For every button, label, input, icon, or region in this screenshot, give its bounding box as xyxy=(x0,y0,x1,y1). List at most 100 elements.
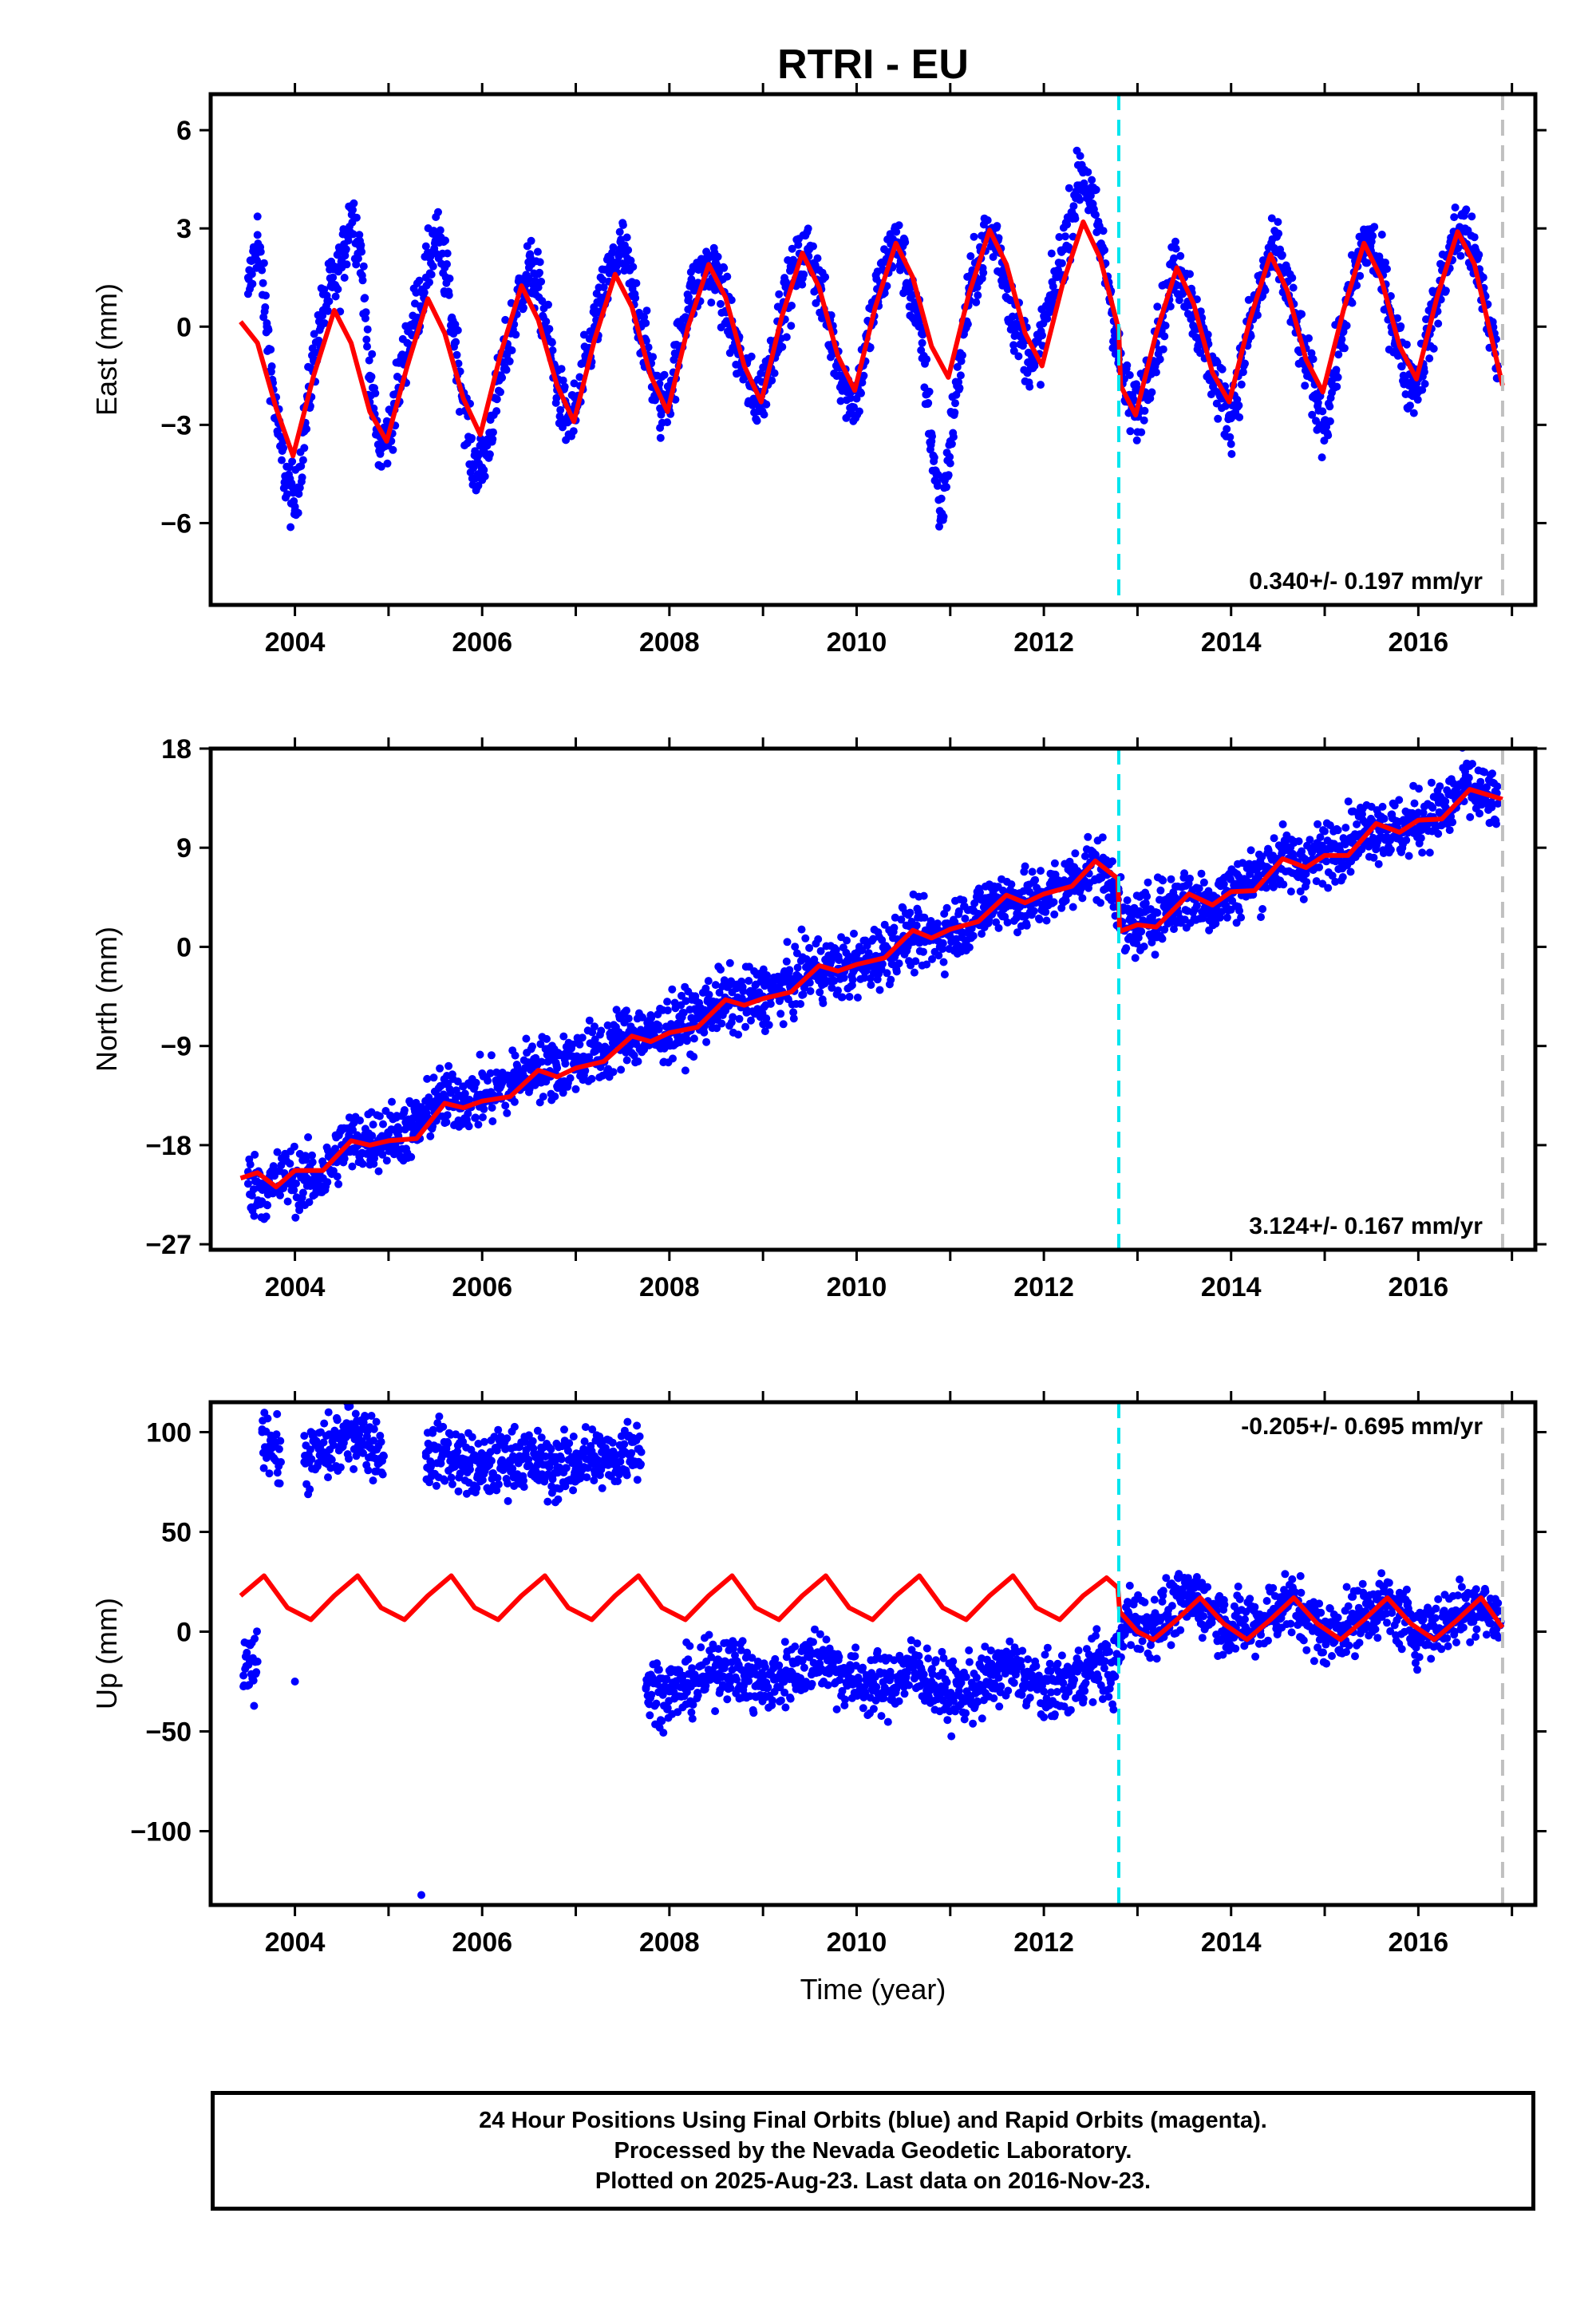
data-point xyxy=(1434,829,1443,838)
data-point xyxy=(560,382,569,391)
data-point xyxy=(770,369,779,377)
data-point xyxy=(1476,809,1483,818)
data-point xyxy=(618,221,627,229)
data-point xyxy=(1393,314,1402,322)
data-point xyxy=(559,423,567,432)
y-tick-label: 6 xyxy=(176,116,192,146)
data-point xyxy=(1487,803,1496,812)
data-point xyxy=(259,259,268,267)
data-point xyxy=(319,1438,328,1447)
data-point xyxy=(1037,867,1045,875)
data-point xyxy=(1274,218,1282,227)
data-point xyxy=(502,366,511,374)
data-point xyxy=(275,1445,283,1453)
data-point xyxy=(1390,801,1399,810)
data-point xyxy=(538,297,547,306)
x-tick-label: 2006 xyxy=(452,627,512,658)
data-point xyxy=(919,891,928,900)
data-point xyxy=(1396,322,1405,330)
data-point xyxy=(855,407,863,416)
data-point xyxy=(298,456,307,464)
data-point xyxy=(624,1014,633,1023)
data-point xyxy=(480,1105,488,1113)
data-point xyxy=(375,1112,384,1120)
data-point xyxy=(689,1053,698,1061)
data-point xyxy=(1270,834,1278,843)
data-point xyxy=(310,330,318,338)
data-point xyxy=(1341,824,1350,832)
data-point xyxy=(1479,273,1487,282)
data-point xyxy=(809,242,817,251)
data-point xyxy=(863,941,871,950)
data-point xyxy=(527,236,535,245)
y-tick-label: 3 xyxy=(176,214,192,244)
data-point xyxy=(443,249,452,258)
data-point xyxy=(371,389,380,397)
data-point xyxy=(922,960,931,969)
data-point xyxy=(324,306,332,315)
data-point xyxy=(1057,259,1066,267)
data-point xyxy=(349,1125,357,1134)
data-point xyxy=(292,1180,300,1188)
data-point xyxy=(1159,876,1167,885)
data-point xyxy=(947,440,956,449)
data-point xyxy=(1132,436,1141,445)
data-point xyxy=(548,346,557,354)
data-point xyxy=(468,433,476,442)
data-point xyxy=(944,471,953,480)
data-point xyxy=(626,256,635,265)
data-point xyxy=(857,389,865,397)
data-point xyxy=(243,1180,252,1188)
data-point xyxy=(1078,894,1087,903)
data-point xyxy=(1218,365,1227,373)
data-point xyxy=(1144,878,1152,887)
data-point xyxy=(358,276,367,285)
data-point xyxy=(1151,951,1159,959)
north-mm-panel-frame xyxy=(208,746,1538,1252)
data-point xyxy=(267,362,276,370)
data-point xyxy=(471,1113,480,1122)
data-point xyxy=(939,512,948,521)
data-point xyxy=(788,302,796,310)
data-point xyxy=(294,508,302,517)
data-point xyxy=(294,489,303,498)
data-point xyxy=(1324,883,1333,892)
data-point xyxy=(704,977,713,986)
data-point xyxy=(1258,852,1266,861)
data-point xyxy=(1153,302,1162,311)
data-point xyxy=(472,1078,480,1087)
data-point xyxy=(649,353,658,362)
data-point xyxy=(340,274,349,282)
data-point xyxy=(429,262,437,271)
data-point xyxy=(508,346,516,354)
data-point xyxy=(331,292,340,301)
data-point xyxy=(489,428,497,437)
data-point xyxy=(1014,352,1023,361)
data-point xyxy=(1325,821,1334,830)
data-point xyxy=(1386,845,1395,854)
data-point xyxy=(1269,883,1278,891)
data-point xyxy=(535,258,544,267)
data-point xyxy=(1253,310,1262,319)
data-point xyxy=(760,410,768,419)
data-point xyxy=(1037,381,1045,389)
data-point xyxy=(276,1191,284,1199)
data-point xyxy=(993,222,1001,231)
data-point xyxy=(782,957,791,966)
data-point xyxy=(634,1057,642,1065)
data-point xyxy=(1369,853,1378,862)
data-point xyxy=(629,263,638,271)
data-point xyxy=(622,1056,631,1065)
data-point xyxy=(934,951,943,960)
data-point xyxy=(1466,812,1475,821)
data-point xyxy=(1235,413,1244,421)
data-point xyxy=(640,313,649,322)
data-point xyxy=(591,1022,598,1031)
data-point xyxy=(1451,204,1460,211)
data-point xyxy=(1108,857,1116,866)
data-point xyxy=(836,397,845,405)
data-point xyxy=(568,1040,577,1049)
data-point xyxy=(1061,232,1069,241)
data-point xyxy=(791,943,800,951)
data-point xyxy=(474,1120,483,1129)
